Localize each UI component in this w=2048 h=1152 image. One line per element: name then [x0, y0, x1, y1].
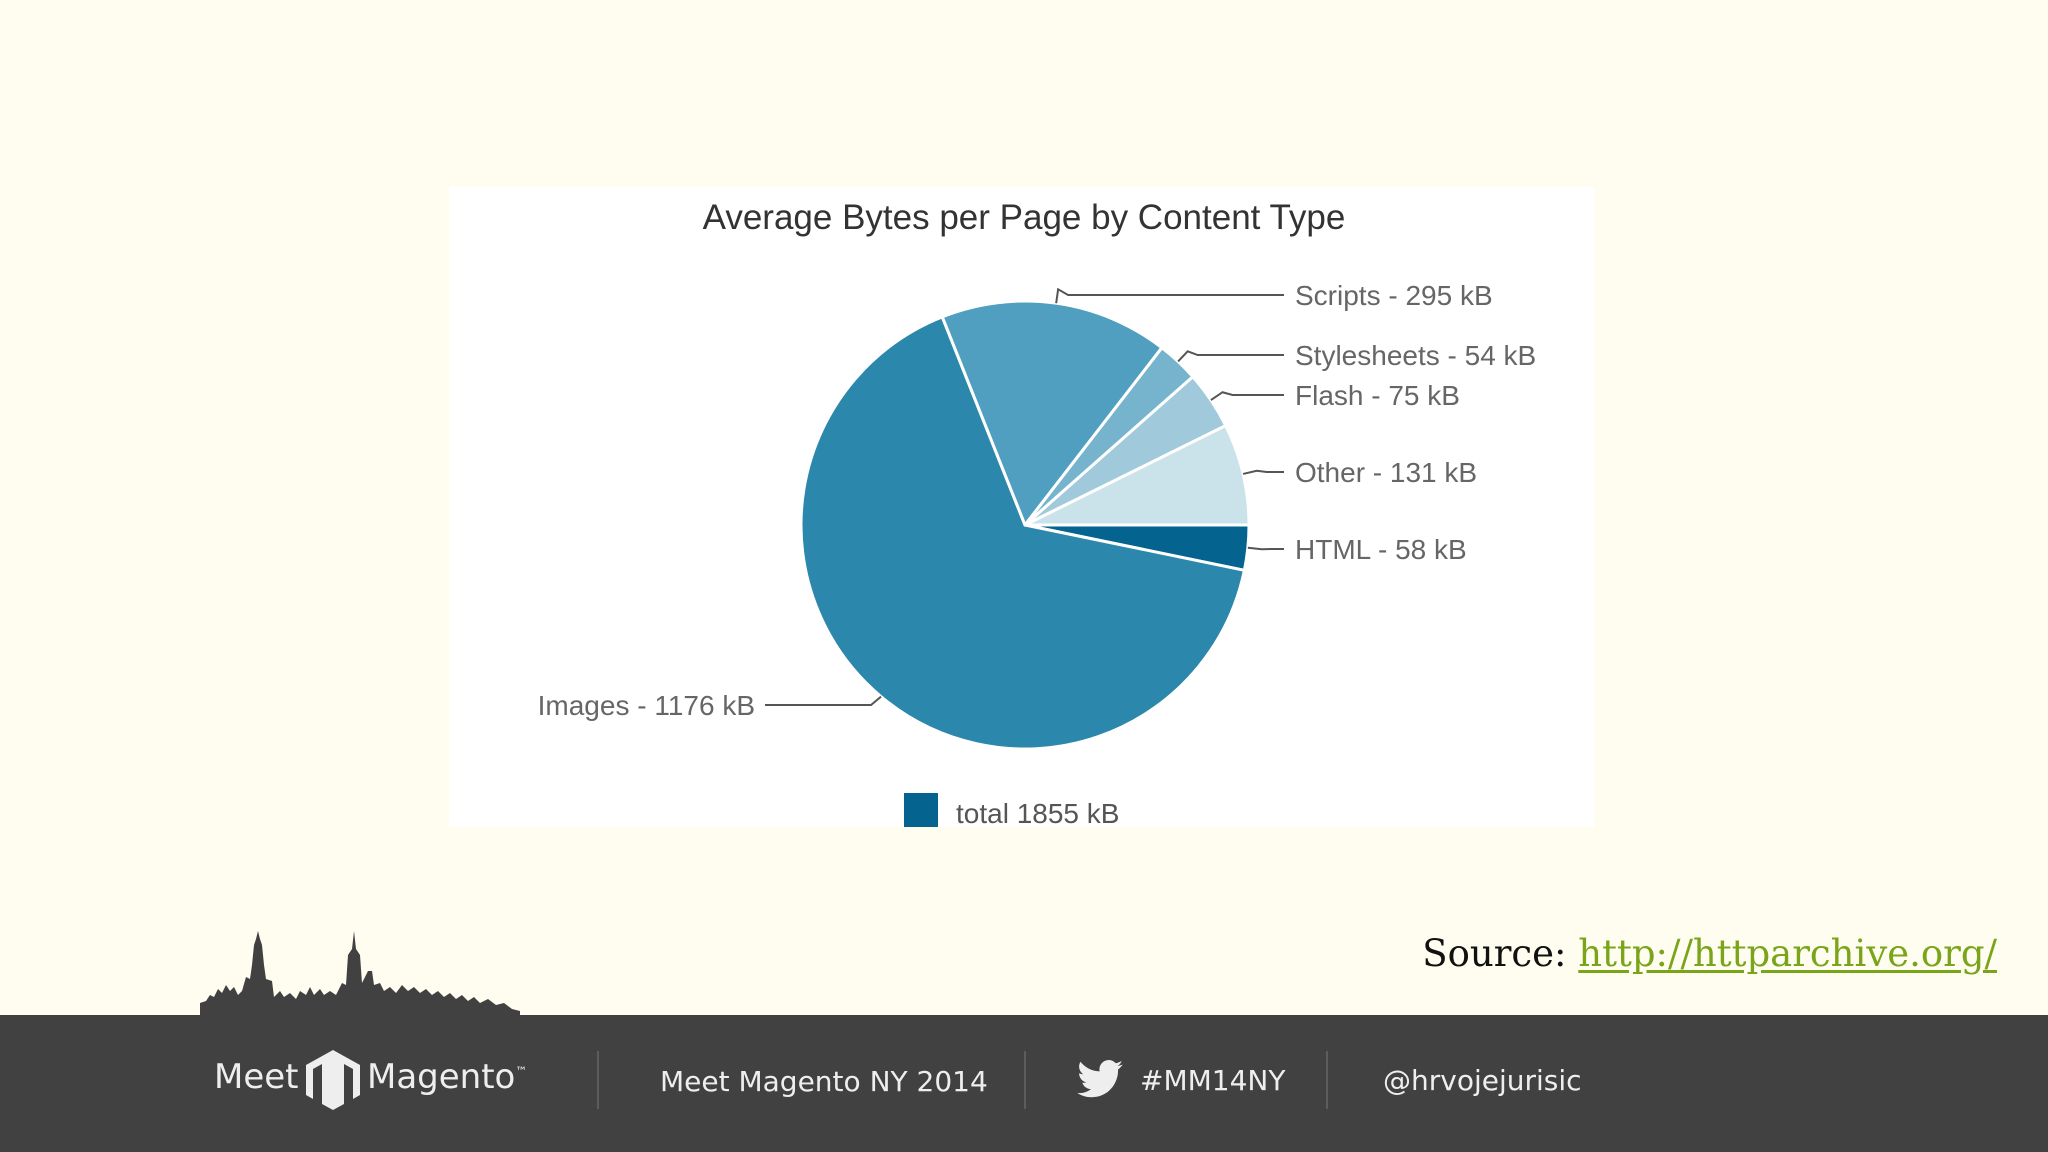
brand-magento: Magento™	[367, 1057, 528, 1097]
pie-slice-other[interactable]	[1023, 424, 1251, 527]
chart-title: Average Bytes per Page by Content Type	[703, 198, 1346, 237]
chart-legend[interactable]: total 1855 kB	[904, 793, 1119, 827]
slice-label-scripts: Scripts - 295 kB	[1295, 280, 1493, 311]
slice-label-images: Images - 1176 kB	[538, 690, 755, 721]
leader-line-images	[765, 695, 882, 706]
footer-separator	[1326, 1051, 1328, 1109]
leader-line-other	[1242, 469, 1284, 475]
twitter-bird-icon	[1077, 1060, 1123, 1098]
source-citation: Source: http://httparchive.org/	[1422, 932, 1997, 975]
brand-meet: Meet	[214, 1057, 299, 1097]
new-york-skyline-icon	[200, 931, 520, 1017]
footer-bar: Meet Magento™ Meet Magento NY 2014 #MM14…	[0, 1015, 2048, 1152]
slice-label-other: Other - 131 kB	[1295, 457, 1477, 488]
magento-logo-icon	[306, 1050, 360, 1110]
slice-label-stylesheets: Stylesheets - 54 kB	[1295, 340, 1536, 371]
slice-label-html: HTML - 58 kB	[1295, 534, 1467, 565]
speaker-handle[interactable]: @hrvojejurisic	[1383, 1064, 1582, 1097]
pie-chart: Average Bytes per Page by Content Type H…	[538, 198, 1536, 827]
event-name: Meet Magento NY 2014	[660, 1065, 988, 1098]
legend-label: total 1855 kB	[956, 798, 1119, 827]
leader-line-stylesheets	[1177, 350, 1284, 363]
source-prefix: Source:	[1422, 932, 1579, 975]
legend-swatch	[904, 793, 938, 827]
pie-slice-scripts[interactable]	[940, 299, 1164, 527]
source-link[interactable]: http://httparchive.org/	[1578, 932, 1997, 975]
event-hashtag[interactable]: #MM14NY	[1140, 1064, 1286, 1097]
slice-label-flash: Flash - 75 kB	[1295, 380, 1460, 411]
trademark-mark: ™	[515, 1064, 528, 1079]
pie-slice-images[interactable]	[799, 315, 1246, 751]
footer-separator	[1024, 1051, 1026, 1109]
chart-panel: Average Bytes per Page by Content Type H…	[449, 187, 1594, 827]
footer-separator	[597, 1051, 599, 1109]
leader-line-flash	[1210, 391, 1284, 401]
leader-line-html	[1247, 546, 1284, 551]
leader-line-scripts	[1055, 287, 1284, 304]
